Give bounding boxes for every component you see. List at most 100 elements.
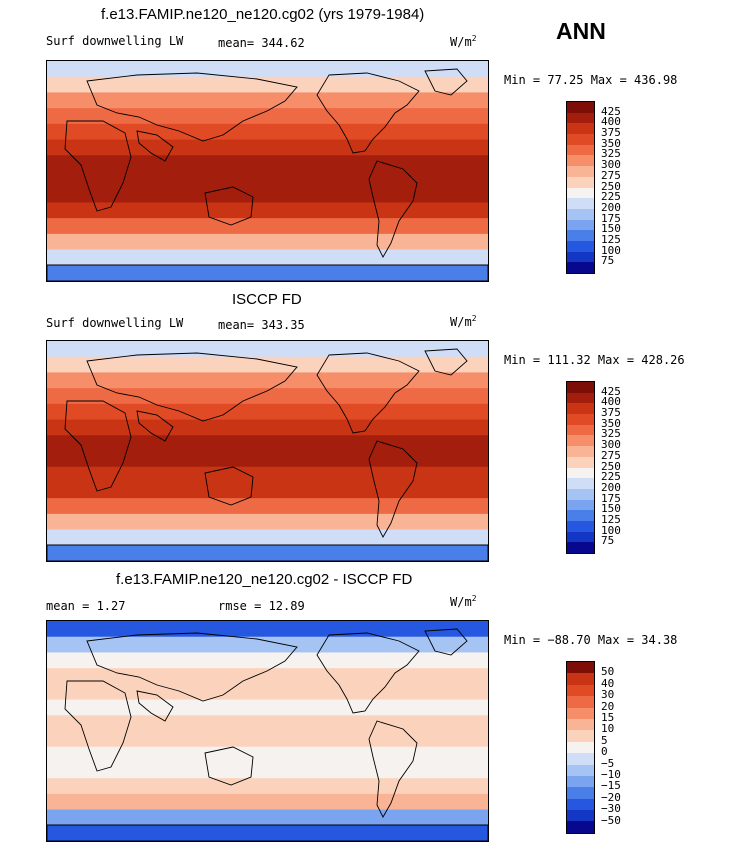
- colorbar-swatch: [567, 821, 594, 833]
- continent-outline: [316, 72, 420, 154]
- colorbar-tick-label: 200: [601, 480, 621, 494]
- colorbar-tick-label: 100: [601, 523, 621, 537]
- colorbar-tick-label: 425: [601, 384, 621, 398]
- panel-1-map: [46, 60, 489, 282]
- colorbar-swatch: [567, 531, 594, 543]
- panel-2-colorbar: [566, 381, 595, 554]
- colorbar-swatch: [567, 662, 594, 674]
- colorbar-swatch: [567, 542, 594, 553]
- panel-1-left-label: Surf downwelling LW: [46, 34, 184, 48]
- colorbar-tick-label: 325: [601, 147, 621, 161]
- panel-3-rmse: rmse = 12.89: [218, 599, 305, 613]
- zonal-band: [47, 186, 488, 203]
- colorbar-tick-label: 400: [601, 115, 621, 129]
- colorbar-swatch: [567, 403, 594, 415]
- panel-2-map: [46, 340, 489, 562]
- zonal-band: [47, 683, 488, 701]
- colorbar-swatch: [567, 741, 594, 754]
- zonal-band: [47, 762, 488, 779]
- colorbar-tick-label: 325: [601, 427, 621, 441]
- panel-3-map: [46, 620, 489, 842]
- colorbar-swatch: [567, 102, 594, 113]
- zonal-band: [47, 218, 488, 235]
- zonal-band: [47, 731, 488, 748]
- zonal-band: [47, 451, 488, 468]
- colorbar-tick-label: 20: [601, 699, 615, 713]
- colorbar-tick-label: 375: [601, 126, 621, 140]
- antarctica-outline: [47, 264, 488, 281]
- colorbar-swatch: [567, 520, 594, 532]
- zonal-band: [47, 171, 488, 188]
- zonal-band: [47, 356, 488, 373]
- season-label: ANN: [556, 18, 606, 44]
- colorbar-swatch: [567, 775, 594, 788]
- colorbar-swatch: [567, 219, 594, 231]
- continent-outline: [424, 628, 468, 656]
- colorbar-tick-label: 150: [601, 222, 621, 236]
- colorbar-tick-label: 175: [601, 211, 621, 225]
- colorbar-swatch: [567, 718, 594, 731]
- panel-1-title: f.e13.FAMIP.ne120_ne120.cg02 (yrs 1979-1…: [101, 6, 425, 23]
- colorbar-swatch: [567, 424, 594, 436]
- colorbar-swatch: [567, 764, 594, 776]
- colorbar-swatch: [567, 230, 594, 241]
- colorbar-tick-label: 300: [601, 158, 621, 172]
- colorbar-swatch: [567, 467, 594, 479]
- antarctica-outline: [47, 824, 488, 841]
- colorbar-swatch: [567, 166, 594, 177]
- colorbar-tick-label: 75: [601, 254, 615, 268]
- colorbar-swatch: [567, 510, 594, 521]
- colorbar-swatch: [567, 382, 594, 393]
- colorbar-tick-label: 0: [601, 745, 608, 759]
- zonal-band: [47, 76, 488, 93]
- colorbar-tick-label: 100: [601, 243, 621, 257]
- colorbar-tick-label: 30: [601, 688, 615, 702]
- zonal-band: [47, 778, 488, 795]
- zonal-band: [47, 793, 488, 811]
- continent-outline: [204, 466, 254, 506]
- colorbar-swatch: [567, 478, 594, 489]
- panel-3-minmax: Min = −88.70 Max = 34.38: [504, 633, 678, 647]
- colorbar-swatch: [567, 798, 594, 811]
- colorbar-tick-label: −20: [601, 790, 621, 804]
- colorbar-swatch: [567, 123, 594, 135]
- zonal-band: [47, 92, 488, 109]
- zonal-band: [47, 809, 488, 826]
- colorbar-swatch: [567, 456, 594, 468]
- colorbar-tick-label: 250: [601, 459, 621, 473]
- zonal-band: [47, 652, 488, 669]
- colorbar-tick-label: 250: [601, 179, 621, 193]
- zonal-band: [47, 341, 488, 358]
- continent-outline: [368, 160, 418, 258]
- colorbar-swatch: [567, 730, 594, 742]
- colorbar-tick-label: 10: [601, 722, 615, 736]
- panel-2-mean: mean= 343.35: [218, 318, 305, 332]
- colorbar-swatch: [567, 499, 594, 511]
- panel-1-mean: mean= 344.62: [218, 36, 305, 50]
- zonal-band: [47, 388, 488, 405]
- colorbar-swatch: [567, 392, 594, 404]
- colorbar-tick-label: 15: [601, 711, 615, 724]
- continent-outline: [316, 632, 420, 714]
- continent-outline: [136, 690, 174, 722]
- colorbar-swatch: [567, 208, 594, 220]
- colorbar-swatch: [567, 155, 594, 167]
- colorbar-tick-label: −15: [601, 779, 621, 793]
- colorbar-swatch: [567, 240, 594, 252]
- continent-outline: [136, 130, 174, 162]
- colorbar-swatch: [567, 673, 594, 685]
- colorbar-tick-label: 150: [601, 502, 621, 516]
- colorbar-tick-label: 375: [601, 406, 621, 420]
- colorbar-tick-label: 75: [601, 534, 615, 548]
- panel-2-title: ISCCP FD: [232, 291, 302, 308]
- continent-outline: [86, 632, 298, 702]
- colorbar-swatch: [567, 707, 594, 719]
- zonal-band: [47, 621, 488, 638]
- colorbar-swatch: [567, 144, 594, 156]
- zonal-band: [47, 233, 488, 251]
- colorbar-tick-label: 125: [601, 512, 621, 526]
- colorbar-swatch: [567, 787, 594, 799]
- zonal-band: [47, 545, 488, 561]
- colorbar-tick-label: −10: [601, 768, 621, 781]
- colorbar-tick-label: 400: [601, 395, 621, 409]
